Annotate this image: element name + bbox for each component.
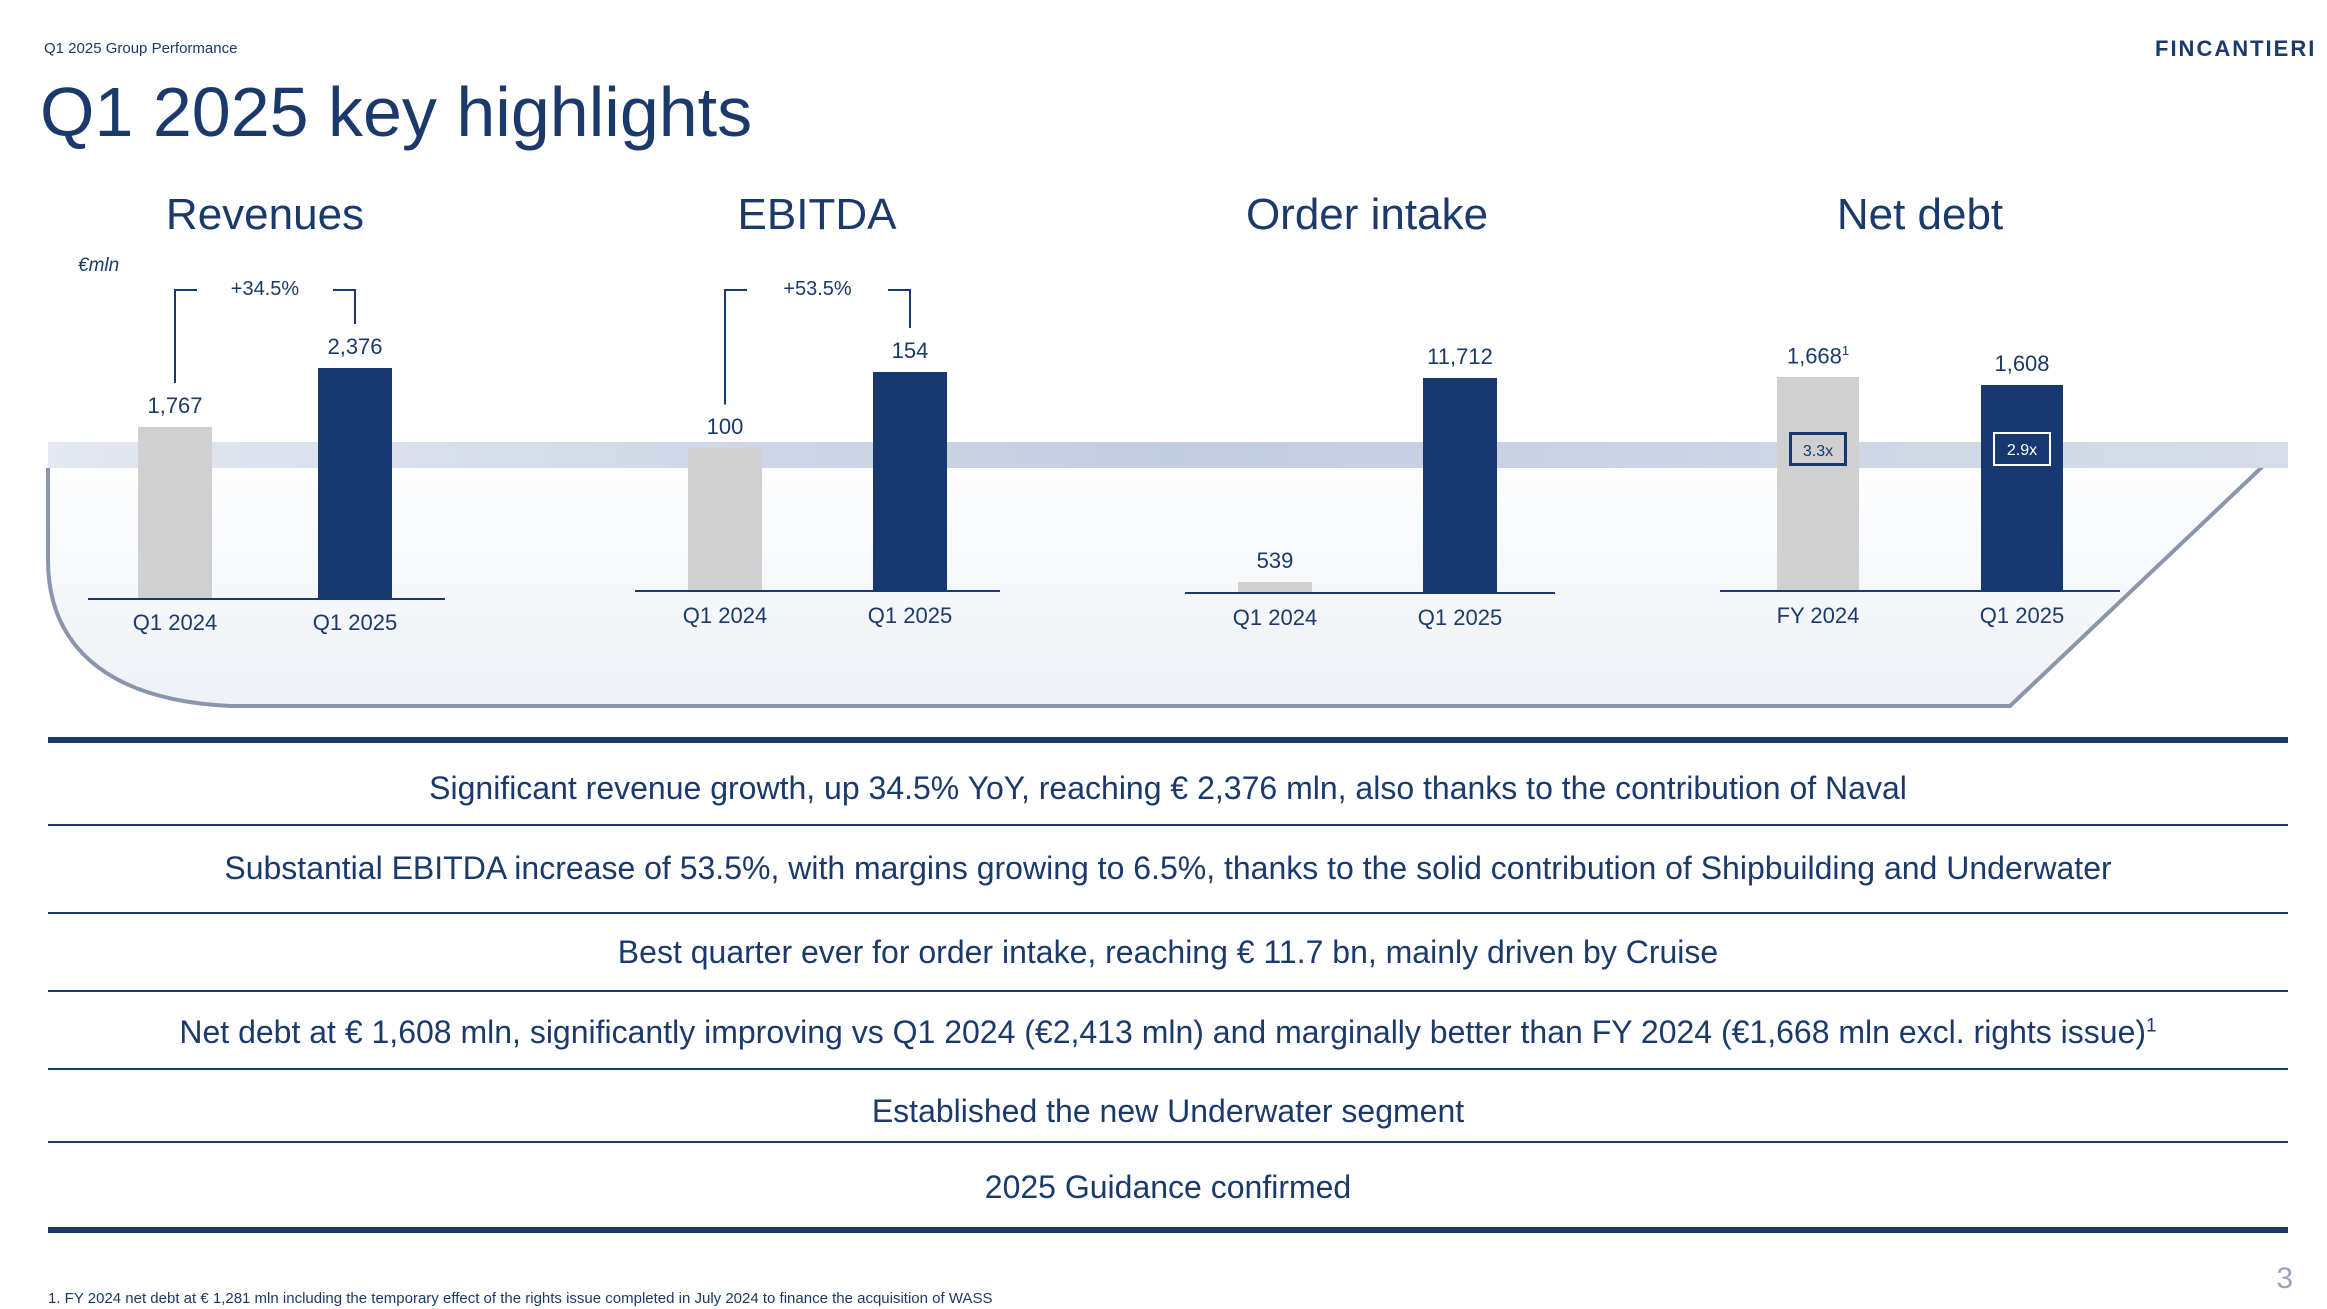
divider: [48, 1141, 2288, 1143]
highlight-net-debt: Net debt at € 1,608 mln, significantly i…: [179, 1014, 2157, 1050]
chart-baseline: [1185, 592, 1555, 594]
chart-baseline: [88, 598, 445, 600]
highlight-revenue: Significant revenue growth, up 34.5% YoY…: [429, 770, 1907, 806]
section-label: Q1 2025 Group Performance: [44, 40, 238, 57]
category-label: Q1 2025: [1979, 603, 2065, 628]
value-label: 1,6681: [1786, 343, 1850, 369]
growth-bracket: [724, 289, 911, 405]
value-label: 100: [706, 414, 744, 440]
fincantieri-logo: FINCANTIERI: [2155, 36, 2317, 61]
footnote: 1. FY 2024 net debt at € 1,281 mln inclu…: [48, 1290, 993, 1307]
value-label: 539: [1256, 548, 1294, 574]
chart-baseline: [1720, 590, 2120, 592]
page-number: 3: [2276, 1262, 2293, 1295]
chart-title: Revenues: [165, 190, 365, 239]
category-label: Q1 2024: [132, 610, 218, 635]
bar-q1-2025: [1423, 378, 1497, 592]
hull-outline: [46, 444, 2282, 708]
divider: [48, 1068, 2288, 1070]
leverage-ratio-box: 3.3x: [1789, 432, 1847, 466]
category-label: Q1 2025: [867, 603, 953, 628]
category-label: Q1 2024: [1232, 605, 1318, 630]
category-label: Q1 2025: [312, 610, 398, 635]
divider: [48, 912, 2288, 914]
divider: [48, 824, 2288, 826]
highlight-order-intake: Best quarter ever for order intake, reac…: [617, 934, 1719, 970]
bar-q1-2024: [1238, 582, 1312, 592]
highlight-underwater: Established the new Underwater segment: [871, 1093, 1465, 1129]
footnote-ref: 1: [2146, 1015, 2157, 1037]
growth-label: +53.5%: [783, 278, 852, 300]
chart-baseline: [635, 590, 1000, 592]
highlights-top-rule: [48, 737, 2288, 743]
deck-band: [48, 442, 2288, 468]
chart-title: Net debt: [1836, 190, 2004, 239]
chart-title: EBITDA: [737, 190, 897, 239]
footnote-ref: 1: [1841, 343, 1850, 358]
highlights-bottom-rule: [48, 1227, 2288, 1233]
value-label: 2,376: [327, 334, 383, 359]
bar-fy-2024: [1777, 377, 1859, 590]
value-label: 1,608: [1994, 350, 2050, 376]
value-label: 11,712: [1427, 344, 1493, 369]
highlight-ebitda: Substantial EBITDA increase of 53.5%, wi…: [224, 850, 2112, 886]
growth-label: +34.5%: [230, 278, 300, 300]
chart-title: Order intake: [1245, 190, 1489, 239]
bar-q1-2025: [318, 368, 392, 598]
bar-q1-2025: [1981, 384, 2063, 590]
category-label: Q1 2024: [682, 603, 768, 628]
category-label: FY 2024: [1776, 603, 1860, 628]
value-label: 154: [891, 338, 929, 363]
divider: [48, 990, 2288, 992]
unit-label: €mln: [78, 255, 120, 276]
bar-q1-2024: [688, 448, 762, 590]
page-title: Q1 2025 key highlights: [40, 73, 753, 151]
growth-bracket: [174, 289, 356, 383]
bar-q1-2025: [873, 372, 947, 590]
category-label: Q1 2025: [1417, 605, 1503, 630]
bar-q1-2024: [138, 426, 212, 598]
leverage-ratio-box: 2.9x: [1993, 432, 2051, 466]
highlight-guidance: 2025 Guidance confirmed: [984, 1169, 1352, 1205]
ship-silhouette: [46, 442, 2288, 708]
value-label: 1,767: [147, 392, 203, 418]
